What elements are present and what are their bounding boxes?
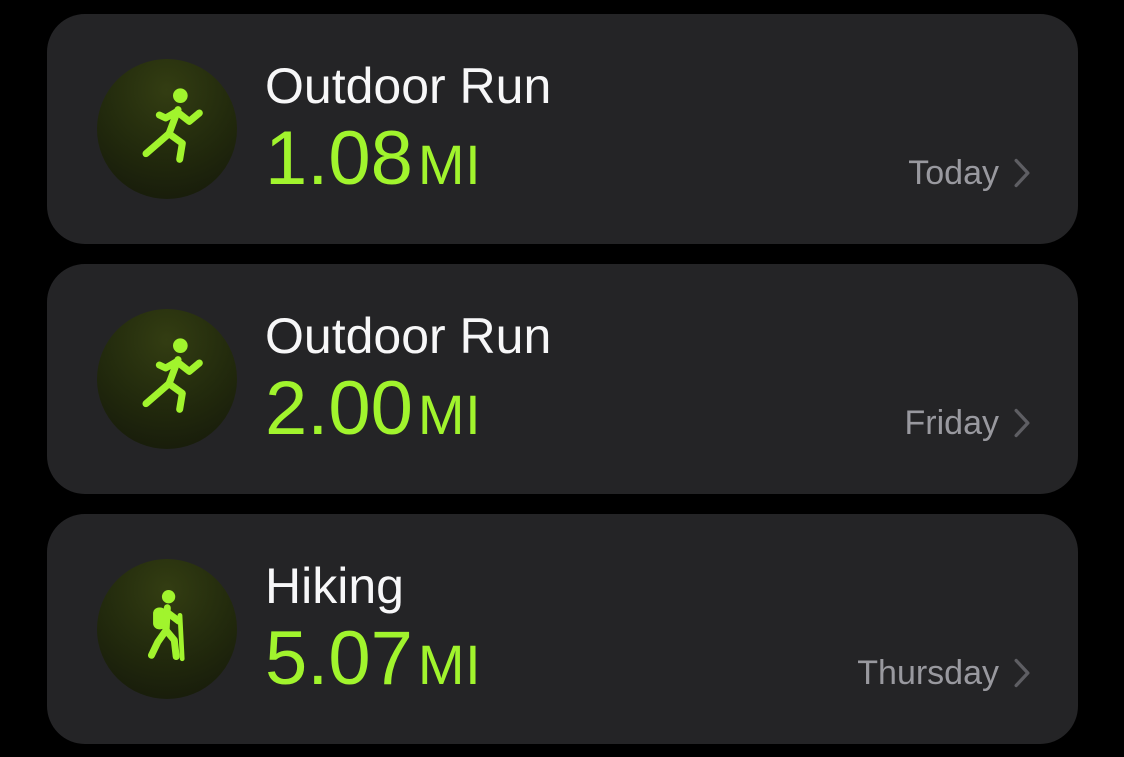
workout-card[interactable]: Hiking 5.07 MI Thursday	[47, 514, 1078, 744]
workout-date: Friday	[904, 403, 999, 442]
chevron-right-icon	[1014, 159, 1030, 188]
workout-type-label: Outdoor Run	[265, 307, 552, 364]
runner-icon	[142, 338, 203, 413]
workout-type-label: Outdoor Run	[265, 57, 552, 114]
distance-value: 2.00	[265, 365, 413, 451]
activity-icon-circle	[97, 59, 237, 199]
workout-date: Thursday	[857, 653, 999, 692]
workout-date: Today	[908, 153, 999, 192]
hiker-icon	[148, 590, 185, 662]
workout-card-content: Outdoor Run 2.00 MI Friday	[265, 308, 1032, 450]
workout-value-row: 1.08 MI Today	[265, 115, 1032, 201]
distance-unit: MI	[417, 632, 482, 696]
distance-unit: MI	[417, 132, 482, 196]
workout-date-wrap: Friday	[905, 402, 1032, 444]
workout-card[interactable]: Outdoor Run 2.00 MI Friday	[47, 264, 1078, 494]
distance-value: 1.08	[265, 115, 413, 201]
workout-value-row: 5.07 MI Thursday	[265, 615, 1032, 701]
chevron-right-icon	[1014, 409, 1030, 438]
workout-value-row: 2.00 MI Friday	[265, 365, 1032, 451]
workout-card-content: Hiking 5.07 MI Thursday	[265, 558, 1032, 700]
activity-icon-circle	[97, 559, 237, 699]
distance-unit: MI	[417, 382, 482, 446]
workout-type-label: Hiking	[265, 557, 404, 614]
chevron-right-icon	[1014, 659, 1030, 688]
activity-icon-circle	[97, 309, 237, 449]
workout-date-wrap: Thursday	[857, 652, 1032, 694]
workout-card-content: Outdoor Run 1.08 MI Today	[265, 58, 1032, 200]
workout-date-wrap: Today	[908, 152, 1032, 194]
distance-value: 5.07	[265, 615, 413, 701]
workout-card[interactable]: Outdoor Run 1.08 MI Today	[47, 14, 1078, 244]
runner-icon	[142, 88, 203, 163]
